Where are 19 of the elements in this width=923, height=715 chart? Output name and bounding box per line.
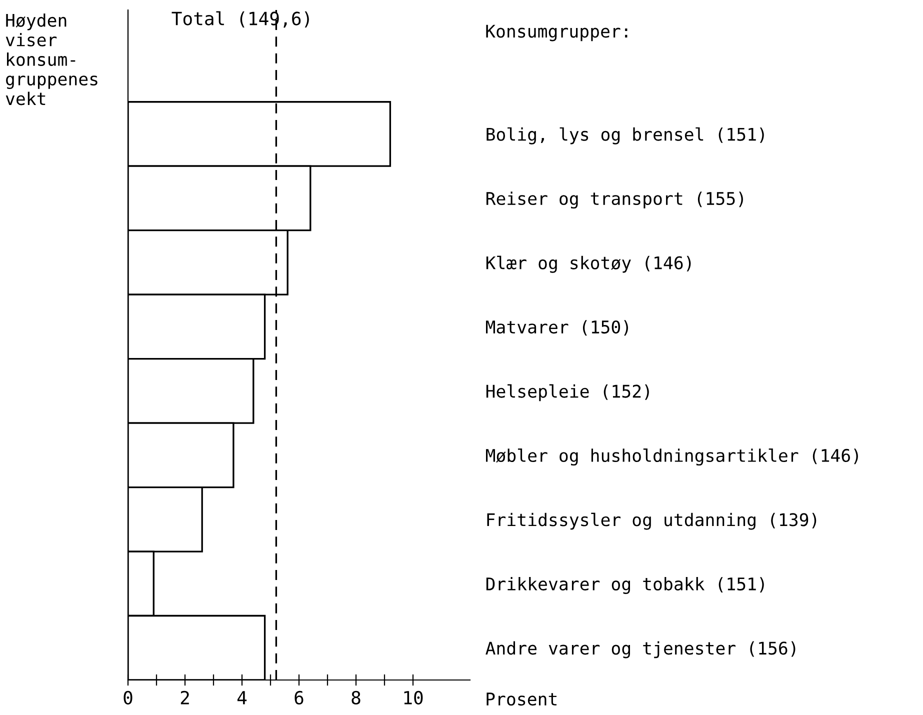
y-tick-label: Møbler og husholdningsartikler (146) — [486, 448, 858, 466]
y-tick-label: Bolig, lys og brensel (151) — [486, 127, 764, 144]
x-tick-label: 4 — [237, 691, 247, 704]
y-tick-label: Reiser og transport (155) — [486, 192, 743, 209]
y-tick-label: Drikkevarer og tobakk (151) — [486, 577, 764, 594]
y-axis-title: Høyden viser konsum- gruppenes vekt — [6, 13, 98, 106]
x-tick-label: 8 — [352, 690, 360, 704]
x-tick-label: 10 — [404, 690, 423, 704]
y-tick-label: Andre varer og tjenester (156) — [486, 641, 796, 658]
ref-line-label: Total (149,6) — [172, 11, 309, 28]
x-tick-label: 6 — [294, 690, 304, 704]
y-tick-label: Matvarer (150) — [486, 320, 628, 336]
x-tick-label: 2 — [180, 690, 189, 704]
text: Konsumgrupper: — [486, 24, 628, 42]
y-tick-label: Klær og skotøy (146) — [486, 256, 691, 273]
y-tick-label: Helsepleie (152) — [486, 384, 649, 402]
x-axis-title: Prosent — [486, 692, 557, 706]
y-tick-label: Fritidssysler og utdanning (139) — [487, 512, 816, 530]
x-tick-label: 0 — [124, 690, 132, 704]
